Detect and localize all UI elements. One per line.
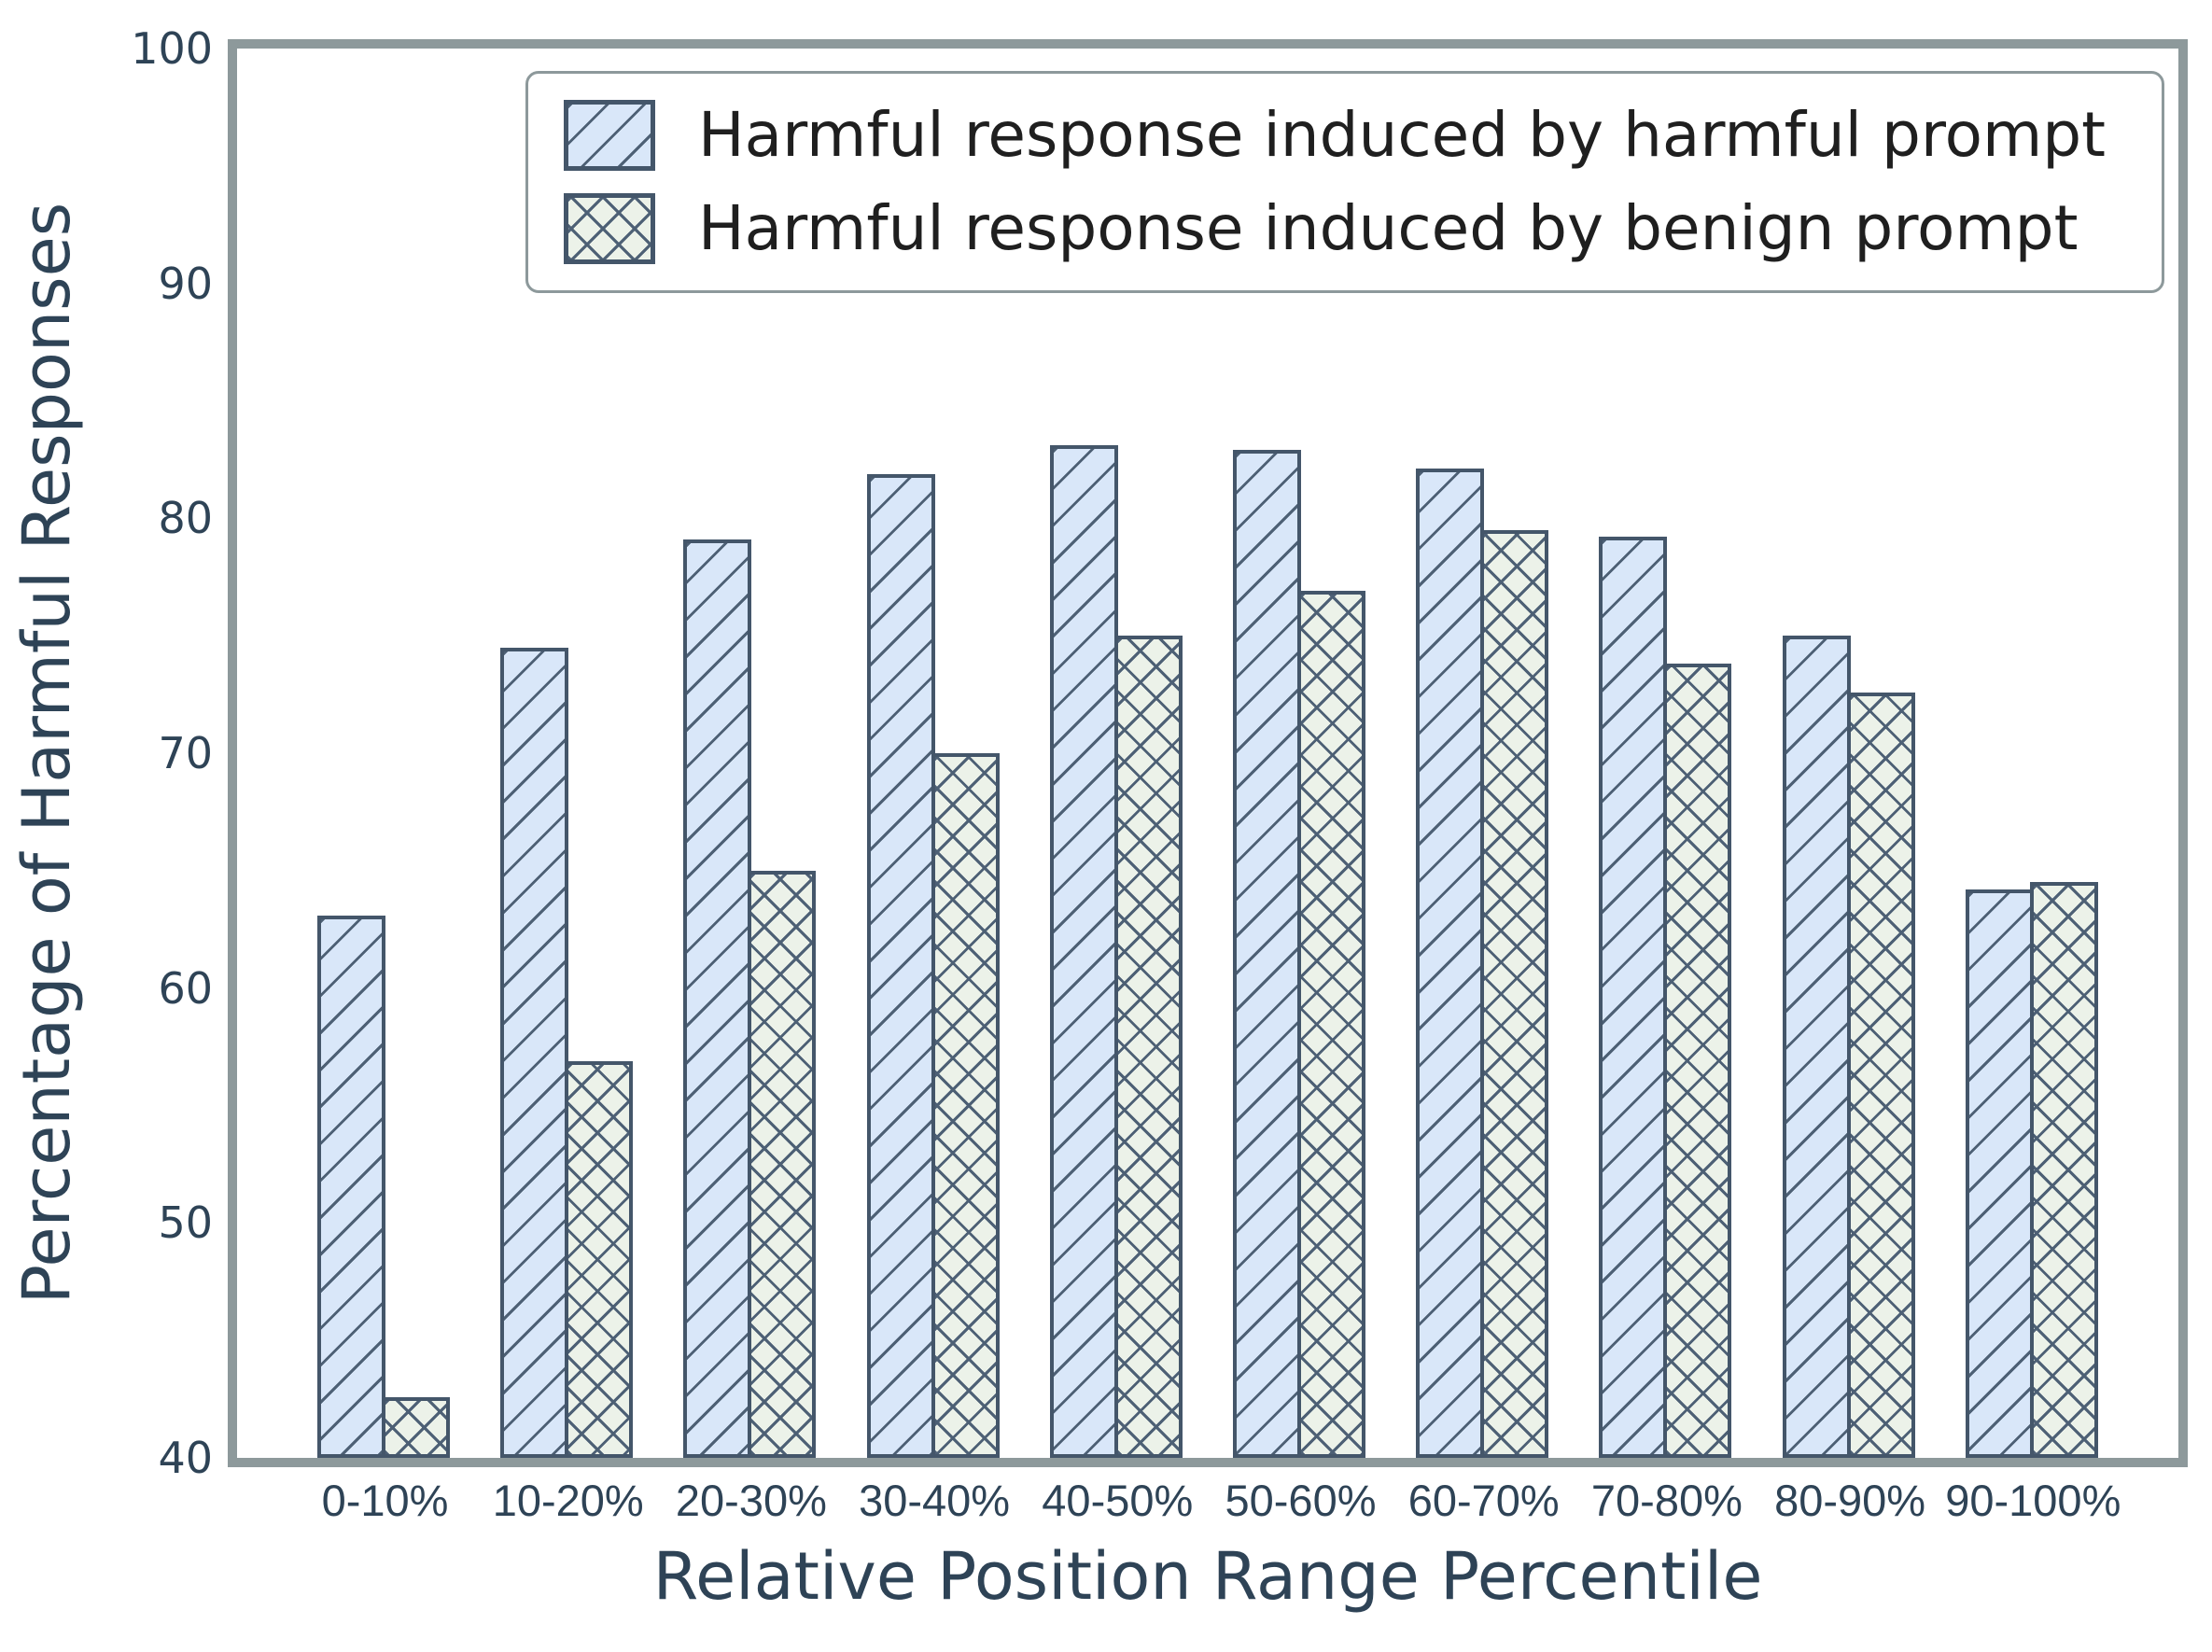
bar-benign-prompt xyxy=(565,1060,634,1458)
legend-swatch-harmful-hatch-icon xyxy=(564,100,655,171)
x-tick-label: 80-90% xyxy=(1774,1476,1926,1525)
bar-benign-prompt xyxy=(1480,529,1549,1458)
bar-benign-prompt xyxy=(1846,692,1915,1458)
x-tick-label: 50-60% xyxy=(1225,1476,1377,1525)
x-tick-label: 40-50% xyxy=(1042,1476,1194,1525)
bar-harmful-prompt xyxy=(1782,636,1851,1458)
bar-harmful-prompt xyxy=(317,915,385,1458)
bar-benign-prompt xyxy=(382,1396,450,1458)
x-tick-label: 90-100% xyxy=(1945,1476,2121,1525)
legend-label: Harmful response induced by benign promp… xyxy=(698,191,2079,264)
bar-benign-prompt xyxy=(1297,591,1365,1458)
y-tick-label: 50 xyxy=(158,1197,213,1249)
bar-harmful-prompt xyxy=(866,473,935,1458)
x-tick-label: 20-30% xyxy=(675,1476,827,1525)
x-tick-label: 70-80% xyxy=(1590,1476,1743,1525)
bar-harmful-prompt xyxy=(500,647,569,1458)
bar-benign-prompt xyxy=(748,870,817,1458)
bar-harmful-prompt xyxy=(1049,445,1118,1458)
bar-harmful-prompt xyxy=(1416,469,1485,1458)
y-tick-label: 70 xyxy=(158,728,213,778)
plot-area xyxy=(237,49,2178,1458)
bar-harmful-prompt xyxy=(683,539,752,1458)
x-axis-title: Relative Position Range Percentile xyxy=(652,1538,1763,1615)
y-tick-label: 90 xyxy=(158,258,213,309)
bar-harmful-prompt xyxy=(1599,537,1668,1458)
y-tick-label: 100 xyxy=(131,23,213,74)
y-tick-label: 40 xyxy=(158,1433,213,1483)
legend-entry-harmful-prompt: Harmful response induced by harmful prom… xyxy=(564,100,2126,171)
legend: Harmful response induced by harmful prom… xyxy=(525,71,2164,293)
legend-swatch-benign-hatch-icon xyxy=(564,193,655,264)
y-tick-label: 60 xyxy=(158,962,213,1014)
bar-benign-prompt xyxy=(2029,882,2098,1458)
legend-entry-benign-prompt: Harmful response induced by benign promp… xyxy=(564,193,2126,264)
bar-harmful-prompt xyxy=(1233,450,1301,1458)
bar-benign-prompt xyxy=(1113,636,1183,1458)
x-tick-label: 30-40% xyxy=(859,1476,1011,1525)
bar-benign-prompt xyxy=(931,753,1000,1458)
x-tick-label: 60-70% xyxy=(1407,1476,1560,1525)
legend-label: Harmful response induced by harmful prom… xyxy=(698,98,2107,171)
y-tick-label: 80 xyxy=(158,493,213,544)
bar-benign-prompt xyxy=(1663,664,1732,1458)
bar-harmful-prompt xyxy=(1965,889,2034,1458)
x-tick-label: 10-20% xyxy=(492,1476,644,1525)
x-tick-label: 0-10% xyxy=(321,1476,449,1525)
